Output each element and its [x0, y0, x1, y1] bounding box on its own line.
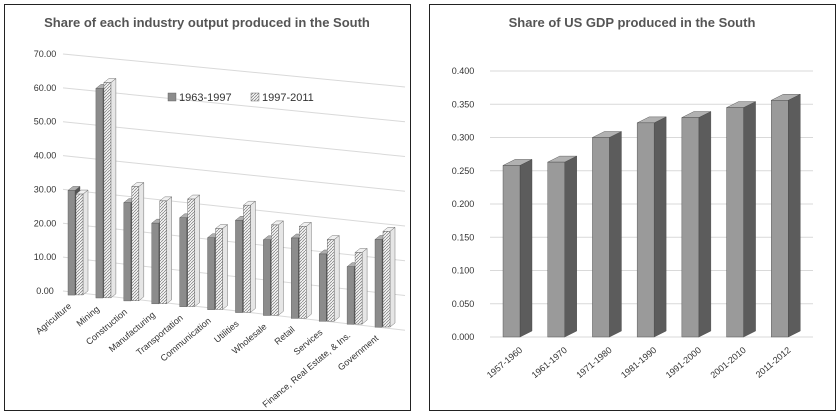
- y-tick-label: 0.000: [452, 332, 475, 342]
- bar-government-1997-2011: [382, 226, 396, 328]
- bar-1957-1960: [502, 159, 533, 338]
- legend-swatch: [167, 92, 177, 102]
- bar-agriculture-1997-2011: [75, 189, 89, 296]
- y-tick-label: 10.00: [34, 252, 57, 262]
- x-tick-label: Mining: [74, 304, 101, 329]
- legend-label: 1963-1997: [179, 92, 232, 104]
- gridline: [62, 188, 406, 227]
- y-tick-label: 0.050: [452, 299, 475, 309]
- bar-construction-1997-2011: [131, 182, 145, 302]
- legend-swatch: [250, 92, 260, 102]
- bar-2001-2010: [726, 101, 756, 338]
- gridline: [62, 87, 406, 123]
- y-tick-label: 50.00: [34, 117, 57, 127]
- gridline: [62, 53, 406, 88]
- plot-area: 0.000 0.050 0.100 0.150 0.200 0.250 0.300 0.350…: [452, 66, 813, 380]
- y-tick-label: 70.00: [34, 49, 57, 59]
- x-tick-label: Retail: [272, 324, 296, 346]
- y-tick-label: 0.300: [452, 133, 475, 143]
- right-chart-panel: Share of US GDP produced in the South 0.…: [429, 4, 836, 411]
- bar-mining-1997-2011: [103, 78, 117, 299]
- bar-services-1997-2011: [326, 235, 340, 322]
- x-tick-label: Utilities: [212, 318, 241, 345]
- legend-label: 1997-2011: [262, 92, 314, 104]
- y-tick-label: 0.400: [452, 66, 475, 76]
- bar-1971-1980: [592, 131, 622, 338]
- bar-retail-1997-2011: [298, 221, 312, 319]
- y-tick-label: 0.200: [452, 199, 475, 209]
- x-tick-label: 2001-2010: [708, 345, 747, 380]
- x-tick-label: 1971-1980: [574, 345, 613, 380]
- y-tick-label: 0.150: [452, 232, 475, 242]
- chart-title: Share of each industry output produced i…: [44, 15, 370, 30]
- y-tick-label: 20.00: [34, 218, 57, 228]
- legend: 1963-1997 1997-2011: [167, 92, 314, 104]
- gridline: [62, 155, 406, 192]
- bar-1961-1970: [547, 155, 577, 338]
- y-tick-label: 0.250: [452, 166, 475, 176]
- x-tick-label: 1961-1970: [530, 345, 569, 380]
- gridline: [62, 222, 406, 262]
- bar-utilities-1997-2011: [242, 200, 257, 313]
- x-tick-label: 2011-2012: [754, 345, 793, 380]
- x-tick-label: 1957-1960: [485, 345, 524, 380]
- left-chart-panel: Share of each industry output produced i…: [4, 4, 411, 411]
- x-tick-label: 1981-1990: [619, 345, 658, 380]
- industry-share-chart: Share of each industry output produced i…: [34, 15, 406, 409]
- y-tick-label: 30.00: [34, 184, 57, 194]
- y-tick-label: 0.00: [36, 286, 54, 296]
- y-tick-label: 0.350: [452, 99, 475, 109]
- gdp-share-chart: Share of US GDP produced in the South 0.…: [452, 15, 813, 380]
- x-tick-label: 1991-2000: [664, 345, 703, 380]
- bar-1981-1990: [636, 116, 667, 338]
- gridline: [62, 121, 406, 158]
- y-tick-label: 0.100: [452, 266, 475, 276]
- bar-transportation-1997-2011: [187, 194, 201, 308]
- y-tick-label: 60.00: [34, 83, 57, 93]
- x-tick-label: Agriculture: [34, 301, 73, 336]
- chart-title: Share of US GDP produced in the South: [509, 15, 756, 30]
- bar-communication-1997-2011: [214, 224, 229, 310]
- bar-manufacturing-1997-2011: [159, 196, 173, 305]
- bar-wholesale-1997-2011: [270, 220, 284, 316]
- bar-2011-2012: [771, 93, 801, 338]
- bar-1991-2000: [681, 111, 712, 338]
- y-tick-label: 40.00: [34, 151, 57, 161]
- bar-finance-real-estate-ins--1997-2011: [354, 248, 368, 325]
